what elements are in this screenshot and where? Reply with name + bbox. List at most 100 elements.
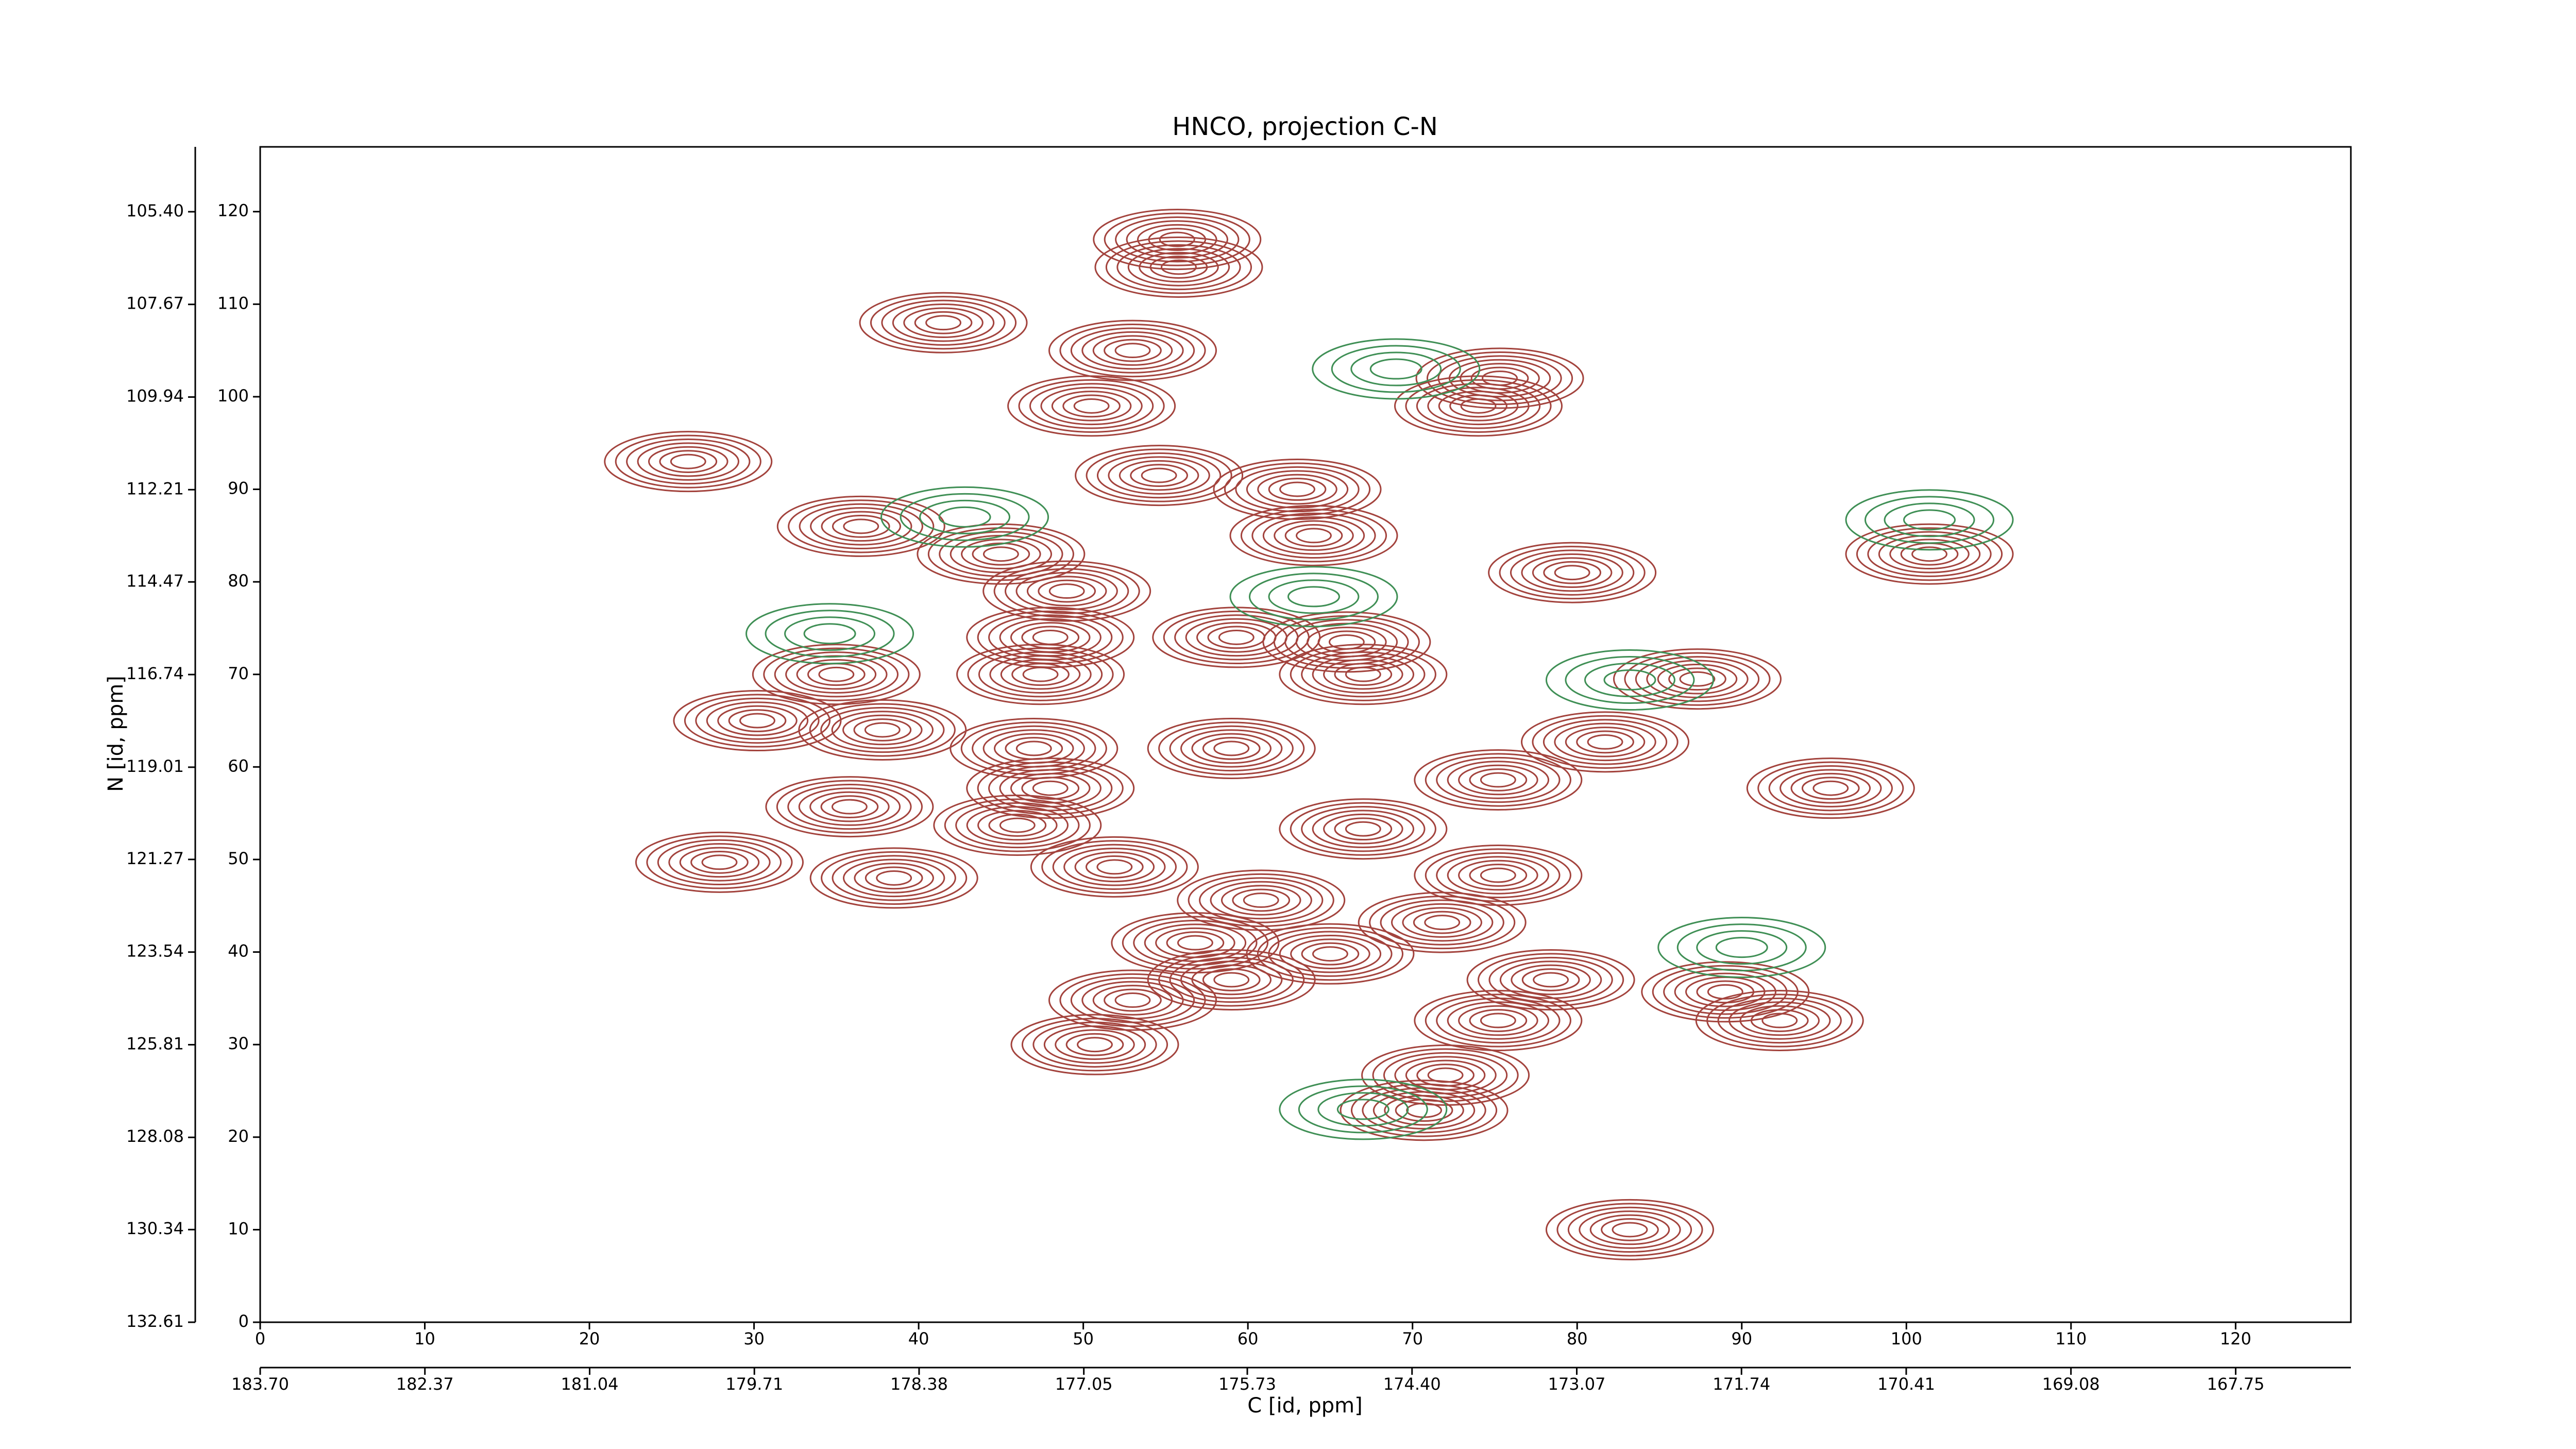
contour-line xyxy=(1290,938,1370,969)
contour-line xyxy=(1567,1206,1692,1253)
contour-line xyxy=(1447,1001,1550,1040)
contour-line xyxy=(1235,466,1360,513)
contour-line xyxy=(1041,840,1188,894)
contour-line xyxy=(1668,667,1726,691)
x2-tick-label: 177.05 xyxy=(1055,1374,1113,1394)
y-tick-label: 40 xyxy=(228,941,249,961)
y2-tick-label: 107.67 xyxy=(126,294,184,313)
peak xyxy=(956,644,1125,705)
peak xyxy=(1048,969,1217,1031)
contour-line xyxy=(1739,1005,1820,1036)
contour-line xyxy=(1768,765,1893,812)
contour-line xyxy=(1856,527,2003,581)
y2-tick-label: 109.94 xyxy=(126,386,184,406)
contour-line xyxy=(966,606,1135,668)
contour-line xyxy=(1301,942,1360,966)
x-tick-label: 0 xyxy=(255,1329,265,1349)
contour-line xyxy=(1414,989,1583,1051)
contour-line xyxy=(1757,761,1904,815)
contour-line xyxy=(670,453,706,469)
contour-line xyxy=(820,706,945,753)
contour-line xyxy=(1062,394,1121,418)
contour-line xyxy=(1074,851,1155,883)
contour-line xyxy=(1169,956,1294,1003)
contour-line xyxy=(1114,992,1151,1008)
peak xyxy=(1545,649,1714,711)
x-tick-label: 60 xyxy=(1238,1329,1259,1349)
contour-line xyxy=(1268,579,1360,614)
peak xyxy=(1845,523,2014,585)
contour-line xyxy=(1290,647,1436,701)
peak xyxy=(1007,375,1176,437)
peak xyxy=(1246,923,1415,985)
peak xyxy=(1229,504,1398,566)
x2-tick-label: 181.04 xyxy=(561,1374,618,1394)
contour-line xyxy=(1018,379,1165,433)
peak xyxy=(1394,375,1563,437)
contour-line xyxy=(1380,899,1504,946)
contour-line xyxy=(1331,345,1461,393)
peak xyxy=(1279,644,1448,705)
contour-line xyxy=(1812,780,1849,796)
peak xyxy=(1177,869,1346,931)
contour-line xyxy=(989,655,1092,694)
plot-frame xyxy=(259,146,2352,1323)
contour-line xyxy=(1543,561,1601,584)
peak xyxy=(673,690,842,752)
contour-line xyxy=(1405,379,1552,433)
contour-line xyxy=(1075,445,1244,507)
y2-tick-label: 105.40 xyxy=(126,201,184,221)
peak xyxy=(880,486,1049,548)
contour-line xyxy=(1867,531,1992,577)
contour-line xyxy=(966,806,1069,845)
contour-line xyxy=(776,495,945,557)
contour-line xyxy=(1372,1091,1476,1130)
contour-line xyxy=(1052,844,1177,890)
y-tick-label: 60 xyxy=(228,756,249,776)
contour-line xyxy=(1426,351,1573,406)
contour-line xyxy=(832,855,956,901)
contour-line xyxy=(1406,1102,1442,1118)
contour-line xyxy=(988,765,1113,812)
peak xyxy=(1414,845,1583,906)
contour-line xyxy=(1070,977,1195,1023)
contour-line xyxy=(1579,1210,1681,1249)
contour-line xyxy=(892,304,995,342)
x-tick-label: 50 xyxy=(1073,1329,1094,1349)
y2-tick-label: 119.01 xyxy=(126,756,184,776)
contour-line xyxy=(1301,806,1426,852)
peak xyxy=(1845,489,2014,551)
contour-line xyxy=(765,776,934,838)
contour-line xyxy=(1706,993,1853,1048)
contour-line xyxy=(1094,236,1263,298)
contour-line xyxy=(1613,648,1782,710)
contour-line xyxy=(1126,220,1228,259)
contour-line xyxy=(657,839,782,885)
y2-tick-label: 114.47 xyxy=(126,571,184,591)
peak xyxy=(745,603,914,665)
peak xyxy=(1358,891,1527,953)
x-tick-label: 70 xyxy=(1402,1329,1423,1349)
x2-tick-label: 182.37 xyxy=(396,1374,454,1394)
contour-line xyxy=(1458,860,1538,891)
contour-line xyxy=(1295,622,1398,662)
x-tick-label: 120 xyxy=(2220,1329,2251,1349)
contour-line xyxy=(950,717,1118,779)
contour-line xyxy=(1715,937,1768,958)
peak xyxy=(635,831,804,893)
contour-line xyxy=(635,831,804,893)
contour-line xyxy=(1268,931,1393,977)
peak xyxy=(1488,542,1657,603)
contour-line xyxy=(1635,656,1760,702)
contour-line xyxy=(842,858,945,898)
contour-line xyxy=(1447,761,1550,799)
contour-line xyxy=(1676,923,1807,972)
contour-line xyxy=(1086,448,1232,502)
peak xyxy=(1152,606,1321,668)
contour-line xyxy=(859,292,1028,353)
x2-tick-label: 170.41 xyxy=(1877,1374,1935,1394)
contour-line xyxy=(1436,997,1561,1044)
contour-line xyxy=(1007,375,1176,437)
contour-line xyxy=(1048,583,1085,599)
contour-line xyxy=(1641,961,1810,1023)
